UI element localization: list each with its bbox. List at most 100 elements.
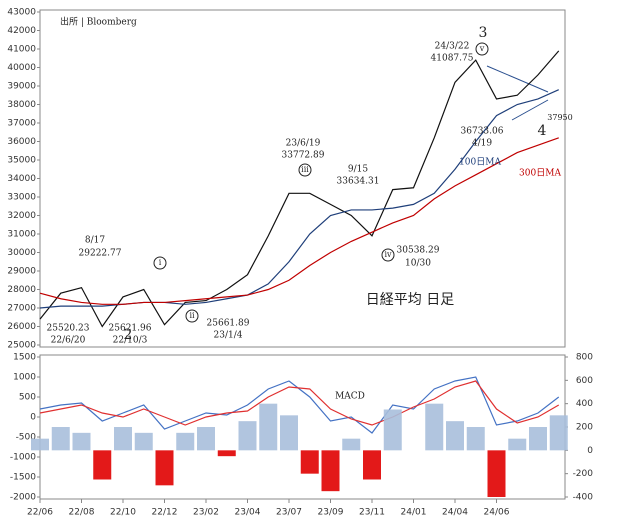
annotation: 100日MA bbox=[459, 157, 501, 168]
trend-line bbox=[511, 99, 549, 121]
series-line bbox=[39, 380, 560, 426]
annotation: v bbox=[479, 44, 485, 53]
annotation: 37950 bbox=[547, 113, 572, 122]
annotation: 23/1/4 bbox=[214, 331, 243, 341]
x-tick-label: 24/01 bbox=[401, 508, 427, 518]
y-tick-label: 0 bbox=[30, 413, 36, 423]
histogram-bar bbox=[259, 403, 278, 451]
y-tick-label: 27000 bbox=[7, 304, 36, 314]
annotation: 4 bbox=[538, 123, 547, 139]
y-tick-label: -1500 bbox=[10, 473, 36, 483]
histogram-bar bbox=[466, 427, 485, 451]
y-tick-label: -500 bbox=[16, 433, 37, 443]
annotation: 33634.31 bbox=[337, 177, 380, 187]
series-line bbox=[39, 137, 559, 305]
histogram-bar bbox=[383, 409, 402, 451]
y-tick-label: 34000 bbox=[7, 174, 36, 184]
histogram-bar bbox=[342, 438, 361, 451]
y2-tick-label: -400 bbox=[573, 493, 594, 503]
y-tick-label: 30000 bbox=[7, 248, 36, 258]
annotation: i bbox=[159, 258, 162, 267]
x-tick-label: 24/06 bbox=[484, 508, 510, 518]
annotation: 29222.77 bbox=[79, 249, 122, 259]
histogram-bar bbox=[176, 432, 195, 451]
histogram-bar bbox=[529, 427, 547, 451]
y-tick-label: -1000 bbox=[10, 453, 36, 463]
annotation: ii bbox=[189, 311, 195, 320]
plot-frame bbox=[39, 9, 566, 348]
y-tick-label: 39000 bbox=[7, 82, 36, 92]
annotation: 25520.23 bbox=[47, 324, 90, 334]
annotation: 3 bbox=[479, 25, 488, 41]
y-tick-label: 43000 bbox=[7, 8, 36, 18]
histogram-bar bbox=[114, 427, 132, 451]
annotation: 23/6/19 bbox=[286, 139, 321, 149]
x-tick-label: 23/09 bbox=[318, 508, 344, 518]
x-tick-label: 22/06 bbox=[27, 508, 53, 518]
annotation: 22/10/3 bbox=[113, 336, 148, 346]
y-tick-label: 1000 bbox=[13, 373, 36, 383]
y2-tick-label: 800 bbox=[576, 353, 593, 363]
y-tick-label: 33000 bbox=[7, 193, 36, 203]
trend-line bbox=[486, 65, 549, 93]
x-tick-label: 23/02 bbox=[193, 508, 219, 518]
macd-label: MACD bbox=[335, 392, 365, 402]
x-tick-label: 22/08 bbox=[69, 508, 95, 518]
histogram-bar bbox=[363, 450, 381, 480]
y-tick-label: 32000 bbox=[7, 211, 36, 221]
annotation: 24/3/22 bbox=[435, 42, 470, 52]
histogram-bar bbox=[280, 415, 298, 451]
y-tick-label: 40000 bbox=[7, 63, 36, 73]
x-tick-label: 23/04 bbox=[235, 508, 261, 518]
histogram-bar bbox=[155, 450, 174, 486]
annotation: 8/17 bbox=[85, 236, 105, 246]
y2-tick-label: 600 bbox=[576, 376, 593, 386]
annotation: 30538.29 bbox=[397, 246, 440, 256]
annotation: 25661.89 bbox=[207, 319, 250, 329]
y-tick-label: -2000 bbox=[10, 493, 36, 503]
wave-circle bbox=[153, 256, 167, 270]
wave-circle bbox=[475, 42, 489, 56]
y-tick-label: 1500 bbox=[13, 353, 36, 363]
y-tick-label: 26000 bbox=[7, 322, 36, 332]
y2-tick-label: 200 bbox=[576, 423, 593, 433]
histogram-bar bbox=[197, 427, 215, 451]
x-tick-label: 24/04 bbox=[442, 508, 468, 518]
histogram-bar bbox=[300, 450, 319, 474]
histogram-bar bbox=[508, 438, 527, 451]
annotation: 300日MA bbox=[519, 168, 561, 179]
histogram-bar bbox=[549, 415, 568, 451]
wave-circle bbox=[298, 163, 312, 177]
annotation: 41087.75 bbox=[431, 54, 474, 64]
y-tick-label: 25000 bbox=[7, 341, 36, 351]
wave-circle bbox=[381, 248, 395, 262]
y2-tick-label: -200 bbox=[573, 469, 594, 479]
x-tick-label: 22/10 bbox=[110, 508, 136, 518]
wave-circle bbox=[185, 309, 199, 323]
y-tick-label: 37000 bbox=[7, 119, 36, 129]
annotation: 36733.06 bbox=[461, 127, 504, 137]
annotation: 出所 | Bloomberg bbox=[60, 16, 137, 28]
x-tick-label: 23/11 bbox=[359, 508, 385, 518]
y-tick-label: 42000 bbox=[7, 26, 36, 36]
annotation: 日経平均 日足 bbox=[366, 292, 454, 308]
series-line bbox=[39, 50, 560, 328]
annotation: 2 bbox=[124, 327, 133, 343]
histogram-bar bbox=[93, 450, 112, 480]
y-tick-label: 41000 bbox=[7, 45, 36, 55]
annotation: 10/30 bbox=[405, 259, 431, 269]
histogram-bar bbox=[51, 427, 70, 451]
x-tick-label: 22/12 bbox=[152, 508, 178, 518]
annotation: 33772.89 bbox=[282, 151, 325, 161]
annotation: 25621.96 bbox=[109, 324, 152, 334]
series-line bbox=[39, 89, 559, 309]
annotation: 4/19 bbox=[472, 139, 492, 149]
annotation: iii bbox=[301, 165, 309, 174]
histogram-bar bbox=[217, 450, 236, 457]
histogram-bar bbox=[425, 403, 444, 451]
histogram-bar bbox=[487, 450, 506, 497]
annotation: 9/15 bbox=[348, 165, 368, 175]
annotation: iv bbox=[384, 250, 392, 259]
histogram-bar bbox=[446, 421, 464, 451]
